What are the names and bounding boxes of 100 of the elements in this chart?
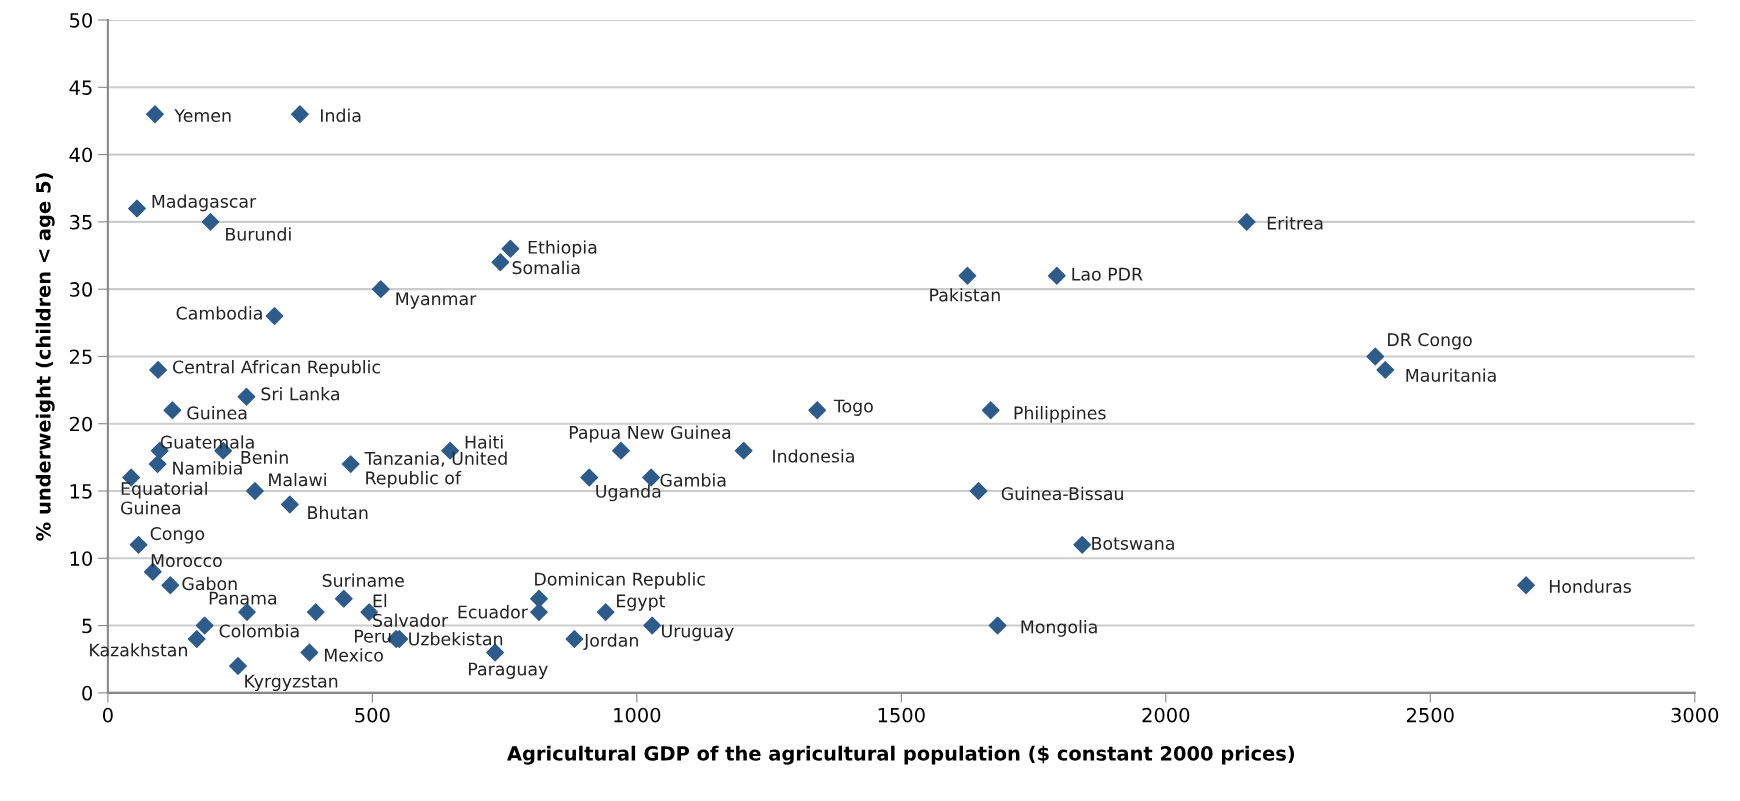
annotation: Burundi	[226, 227, 291, 241]
annotation: Uruguay	[662, 624, 734, 641]
x-tick-label: 3000	[1671, 707, 1719, 723]
point	[163, 401, 182, 420]
annotation: Kazakhstan	[90, 643, 187, 657]
annotation: Equatorial Guinea	[121, 481, 207, 515]
point	[501, 239, 520, 258]
annotation: Ethiopia	[528, 240, 597, 258]
annotation: Honduras	[1549, 579, 1631, 594]
annotation: Indonesia	[773, 449, 854, 463]
annotation: El Salvador	[373, 594, 449, 627]
annotation: India	[321, 108, 361, 123]
annotation: Congo	[150, 527, 205, 544]
annotation: Haiti	[465, 435, 503, 449]
point	[981, 401, 1000, 420]
y-tick-label: 10	[70, 551, 93, 566]
annotation: Namibia	[173, 461, 242, 475]
annotation: Cambodia	[176, 306, 262, 320]
annotation: Pakistan	[930, 288, 1000, 302]
annotation: Suriname	[322, 573, 404, 588]
point	[146, 105, 164, 124]
x-tick-label: 1500	[878, 707, 925, 723]
point	[1376, 360, 1395, 379]
y-tick-label: 35	[70, 214, 92, 230]
point	[1366, 347, 1385, 366]
annotation: Panama	[209, 591, 277, 605]
annotation: Guinea	[187, 406, 247, 420]
annotation: Lao PDR	[1072, 267, 1143, 281]
annotation: Uzbekistan	[409, 632, 503, 646]
annotation: Gambia	[660, 473, 726, 487]
annotation: Philippines	[1014, 406, 1106, 423]
y-tick-label: 5	[82, 618, 92, 634]
point	[187, 630, 206, 648]
y-tick-label: 15	[70, 484, 92, 499]
annotation: Central African Republic	[172, 360, 380, 377]
annotation: Guatemala	[160, 435, 254, 449]
y-axis-title: % underweight (children < age 5)	[35, 173, 55, 541]
annotation: Ecuador	[458, 605, 528, 619]
point	[643, 616, 662, 635]
point	[565, 630, 584, 648]
annotation: DR Congo	[1388, 333, 1472, 350]
x-tick-label: 500	[355, 707, 390, 723]
point	[969, 482, 988, 500]
annotation: Madagascar	[152, 194, 257, 212]
point	[148, 455, 167, 474]
point	[988, 616, 1007, 635]
annotation: Morocco	[151, 554, 222, 568]
annotation: Peru	[355, 629, 391, 643]
annotation: Jordan	[583, 633, 638, 651]
point	[612, 441, 630, 460]
y-tick-label: 20	[69, 416, 93, 432]
point	[530, 603, 548, 622]
annotation: Dominican Republic	[535, 572, 705, 590]
y-tick-label: 40	[69, 147, 93, 163]
point	[129, 535, 148, 554]
y-tick-label: 25	[69, 349, 92, 365]
point	[280, 495, 299, 514]
point	[201, 212, 220, 231]
annotation: Uganda	[596, 484, 661, 502]
point	[734, 441, 753, 460]
y-tick-label: 30	[70, 282, 93, 297]
annotation: Tanzania, United Republic of	[364, 451, 507, 488]
point	[596, 603, 615, 622]
annotation: Togo	[833, 399, 873, 416]
annotation: Mexico	[325, 648, 383, 662]
y-tick-label: 0	[82, 685, 93, 701]
point	[958, 266, 977, 285]
annotation: Kyrgyzstan	[245, 674, 338, 692]
x-tick-label: 0	[102, 707, 113, 723]
annotation: Gabon	[182, 576, 237, 591]
point	[265, 307, 284, 325]
annotation: Egypt	[617, 594, 666, 611]
point	[530, 589, 548, 608]
point	[491, 253, 510, 272]
point	[1517, 576, 1535, 595]
point	[1073, 535, 1092, 554]
x-tick-label: 2500	[1406, 707, 1454, 723]
point	[290, 105, 309, 124]
x-tick-label: 2000	[1142, 707, 1190, 723]
annotation: Papua New Guinea	[569, 425, 731, 443]
annotation: Malawi	[269, 472, 326, 487]
point	[229, 657, 247, 675]
point	[1237, 212, 1256, 231]
point	[334, 589, 353, 608]
point	[371, 280, 390, 299]
point	[306, 603, 325, 622]
point	[149, 360, 168, 379]
annotation: Mauritania	[1406, 368, 1496, 382]
annotation: Guinea-Bissau	[1001, 486, 1123, 501]
point	[1047, 266, 1066, 285]
annotation: Mongolia	[1021, 619, 1097, 637]
y-tick-label: 45	[69, 80, 92, 95]
point	[808, 401, 827, 420]
point	[341, 455, 360, 474]
point	[161, 576, 180, 595]
x-axis-title: Agricultural GDP of the agricultural population ($ constant 2000 prices)	[507, 745, 1295, 765]
annotation: Colombia	[219, 624, 299, 638]
point	[300, 643, 319, 662]
annotation: Myanmar	[396, 292, 477, 309]
point	[237, 387, 256, 406]
